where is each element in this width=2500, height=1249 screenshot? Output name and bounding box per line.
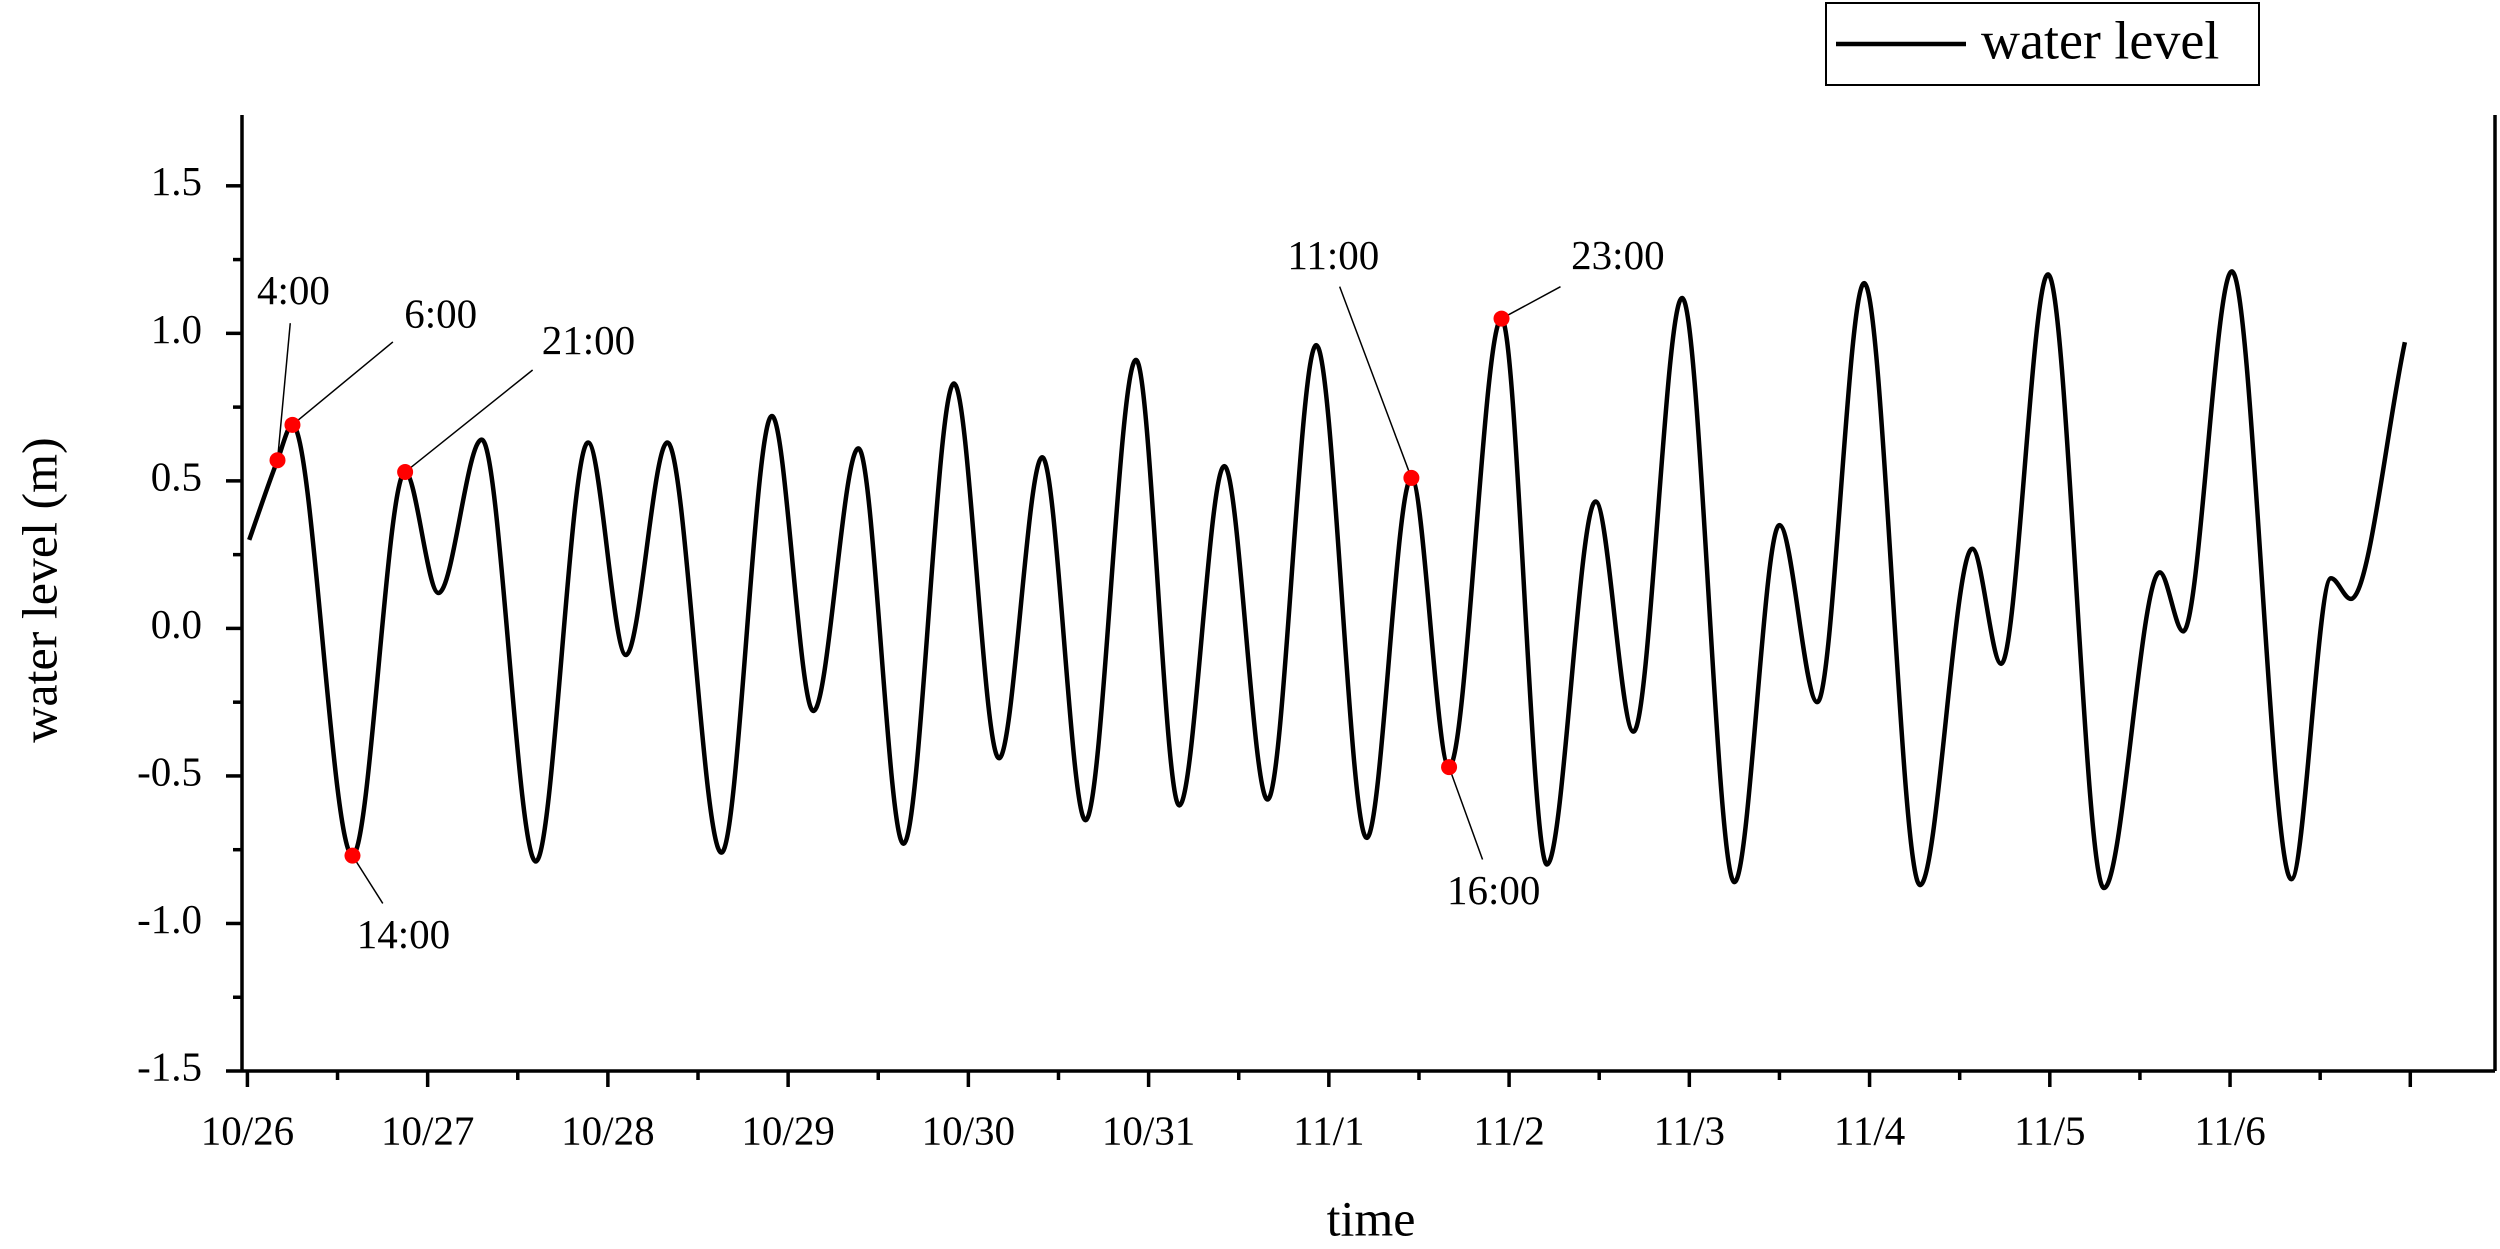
annotation-leader [1338,286,1413,479]
x-tick-label: 11/1 [1293,1107,1364,1153]
annotation-point [1441,759,1458,776]
annotation-point [269,452,286,469]
x-tick-label: 10/31 [1102,1107,1195,1153]
y-tick-label: -1.0 [137,896,202,942]
annotation-label: 6:00 [404,290,477,336]
annotation-point [397,464,414,481]
annotation-label: 21:00 [542,317,635,363]
x-tick-label: 10/30 [922,1107,1015,1153]
x-tick-label: 10/29 [741,1107,834,1153]
data-line [247,269,2408,891]
y-axis-title: water level (m) [11,437,67,742]
x-tick-label: 11/3 [1654,1107,1725,1153]
x-tick-label: 11/2 [1473,1107,1544,1153]
annotation-label: 11:00 [1287,232,1379,278]
y-tick-label: 0.0 [151,601,202,647]
y-tick-label: -1.5 [137,1043,202,1089]
x-tick-label: 10/28 [561,1107,654,1153]
annotation-label: 4:00 [257,267,330,313]
legend-box [1825,2,2260,86]
annotation-point [1493,310,1510,327]
annotation-leader [276,323,292,461]
annotation-label: 16:00 [1447,867,1540,913]
x-axis-title: time [1327,1190,1416,1246]
y-tick-label: 0.5 [151,453,202,499]
x-tick-label: 11/4 [1834,1107,1905,1153]
x-tick-label: 11/6 [2194,1107,2265,1153]
annotation-point [344,847,361,864]
y-tick-label: 1.5 [151,158,202,204]
annotation-point [284,416,301,433]
annotation-leader [1448,766,1484,860]
legend-label: water level [1981,10,2219,70]
annotation-leader [404,369,534,473]
x-tick-label: 10/26 [201,1107,294,1153]
y-tick-label: -0.5 [137,748,202,794]
annotation-leader [291,341,394,426]
annotation-label: 14:00 [357,911,450,957]
annotation-leader [1501,286,1561,320]
annotation-leader [351,855,384,904]
annotation-label: 23:00 [1571,232,1664,278]
y-tick-label: 1.0 [151,306,202,352]
annotation-point [1403,469,1420,486]
x-tick-label: 10/27 [381,1107,474,1153]
x-tick-label: 11/5 [2014,1107,2085,1153]
